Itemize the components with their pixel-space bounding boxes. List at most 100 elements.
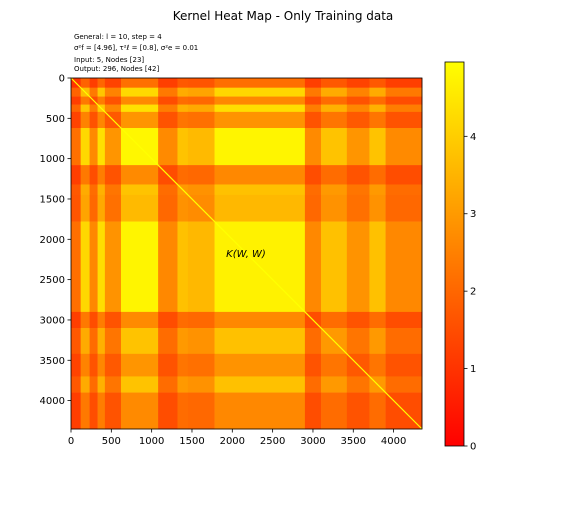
heatmap-cell: [188, 376, 215, 392]
heatmap-cell: [71, 328, 81, 354]
heatmap-cell: [98, 112, 106, 128]
heatmap-cell: [121, 222, 158, 313]
heatmap-cell: [121, 354, 158, 377]
heatmap-cell: [386, 165, 423, 185]
heatmap-cell: [105, 78, 121, 88]
x-tick-label: 3000: [300, 436, 325, 447]
heatmap-cell: [369, 312, 385, 328]
heatmap-cell: [105, 393, 121, 430]
heatmap-cell: [71, 112, 81, 128]
x-tick-label: 3500: [341, 436, 366, 447]
heatmap-cell: [321, 97, 347, 105]
heatmap-cell: [305, 128, 321, 165]
heatmap-cell: [177, 195, 188, 222]
heatmap-cell: [177, 78, 188, 88]
heatmap-cell: [215, 354, 306, 377]
heatmap-cell: [305, 105, 321, 113]
x-tick-label: 1000: [139, 436, 164, 447]
heatmap-cell: [71, 105, 81, 113]
heatmap-cell: [121, 97, 158, 105]
heatmap-cell: [188, 222, 215, 313]
heatmap-cell: [81, 165, 90, 185]
heatmap-cell: [386, 88, 423, 97]
heatmap-cell: [305, 88, 321, 97]
heatmap-cell: [81, 376, 90, 392]
chart-title: Kernel Heat Map - Only Training data: [173, 9, 394, 23]
heatmap-cell: [305, 222, 321, 313]
heatmap-cell: [90, 105, 98, 113]
heatmap-cell: [321, 165, 347, 185]
heatmap-cell: [177, 328, 188, 354]
heatmap-cell: [347, 105, 370, 113]
heatmap-cell: [369, 105, 385, 113]
info-text: General: l = 10, step = 4 σ²f = [4.96], …: [74, 33, 198, 73]
heatmap-cell: [81, 393, 90, 430]
x-tick-label: 500: [102, 436, 121, 447]
heatmap-cell: [305, 165, 321, 185]
heatmap-cell: [158, 393, 178, 430]
heatmap-cell: [369, 165, 385, 185]
heatmap-cell: [177, 165, 188, 185]
heatmap-cell: [81, 112, 90, 128]
heatmap-cell: [105, 328, 121, 354]
heatmap-cell: [158, 312, 178, 328]
heatmap-cell: [321, 184, 347, 195]
heatmap-cell: [321, 78, 347, 88]
x-tick-label: 2500: [260, 436, 285, 447]
heatmap-cell: [98, 97, 106, 105]
heatmap-cell: [347, 165, 370, 185]
heatmap-cell: [386, 312, 423, 328]
heatmap-cell: [369, 88, 385, 97]
heatmap-cell: [177, 376, 188, 392]
heatmap-cell: [188, 88, 215, 97]
heatmap-cell: [158, 376, 178, 392]
heatmap-cell: [98, 128, 106, 165]
heatmap-cell: [369, 184, 385, 195]
heatmap-cell: [98, 354, 106, 377]
heatmap-cell: [71, 88, 81, 97]
heatmap-cell: [305, 376, 321, 392]
heatmap-cell: [121, 393, 158, 430]
heatmap-cell: [81, 222, 90, 313]
heatmap-cell: [158, 354, 178, 377]
heatmap-cell: [158, 195, 178, 222]
heatmap-cell: [158, 88, 178, 97]
heatmap-cell: [386, 376, 423, 392]
heatmap-cell: [215, 184, 306, 195]
heatmap-cell: [347, 184, 370, 195]
info-line-output: Output: 296, Nodes [42]: [74, 65, 159, 73]
heatmap-cell: [347, 88, 370, 97]
heatmap-cell: [347, 128, 370, 165]
heatmap-cell: [215, 78, 306, 88]
heatmap-cell: [321, 195, 347, 222]
heatmap-cell: [386, 105, 423, 113]
info-line-general: General: l = 10, step = 4: [74, 33, 162, 41]
heatmap-cell: [121, 88, 158, 97]
heatmap-cell: [321, 376, 347, 392]
heatmap-cell: [177, 88, 188, 97]
heatmap-cell: [347, 195, 370, 222]
heatmap-cell: [177, 105, 188, 113]
heatmap-cell: [90, 184, 98, 195]
heatmap-cell: [305, 184, 321, 195]
y-tick-label: 3500: [40, 356, 65, 367]
colorbar-tick-label: 2: [470, 287, 476, 298]
heatmap-cell: [321, 393, 347, 430]
y-tick-label: 3000: [40, 315, 65, 326]
heatmap-cell: [121, 312, 158, 328]
x-tick-label: 0: [68, 436, 74, 447]
y-tick-label: 4000: [40, 396, 65, 407]
heatmap-cell: [71, 128, 81, 165]
heatmap-cell: [215, 97, 306, 105]
heatmap-cell: [105, 105, 121, 113]
heatmap-cell: [215, 376, 306, 392]
heatmap-cell: [121, 195, 158, 222]
heatmap-cell: [71, 312, 81, 328]
heatmap-cell: [177, 393, 188, 430]
heatmap-cell: [158, 128, 178, 165]
heatmap-cell: [347, 97, 370, 105]
heatmap-cell: [188, 312, 215, 328]
heatmap-cell: [386, 184, 423, 195]
heatmap-cell: [121, 112, 158, 128]
heatmap-cell: [215, 128, 306, 165]
